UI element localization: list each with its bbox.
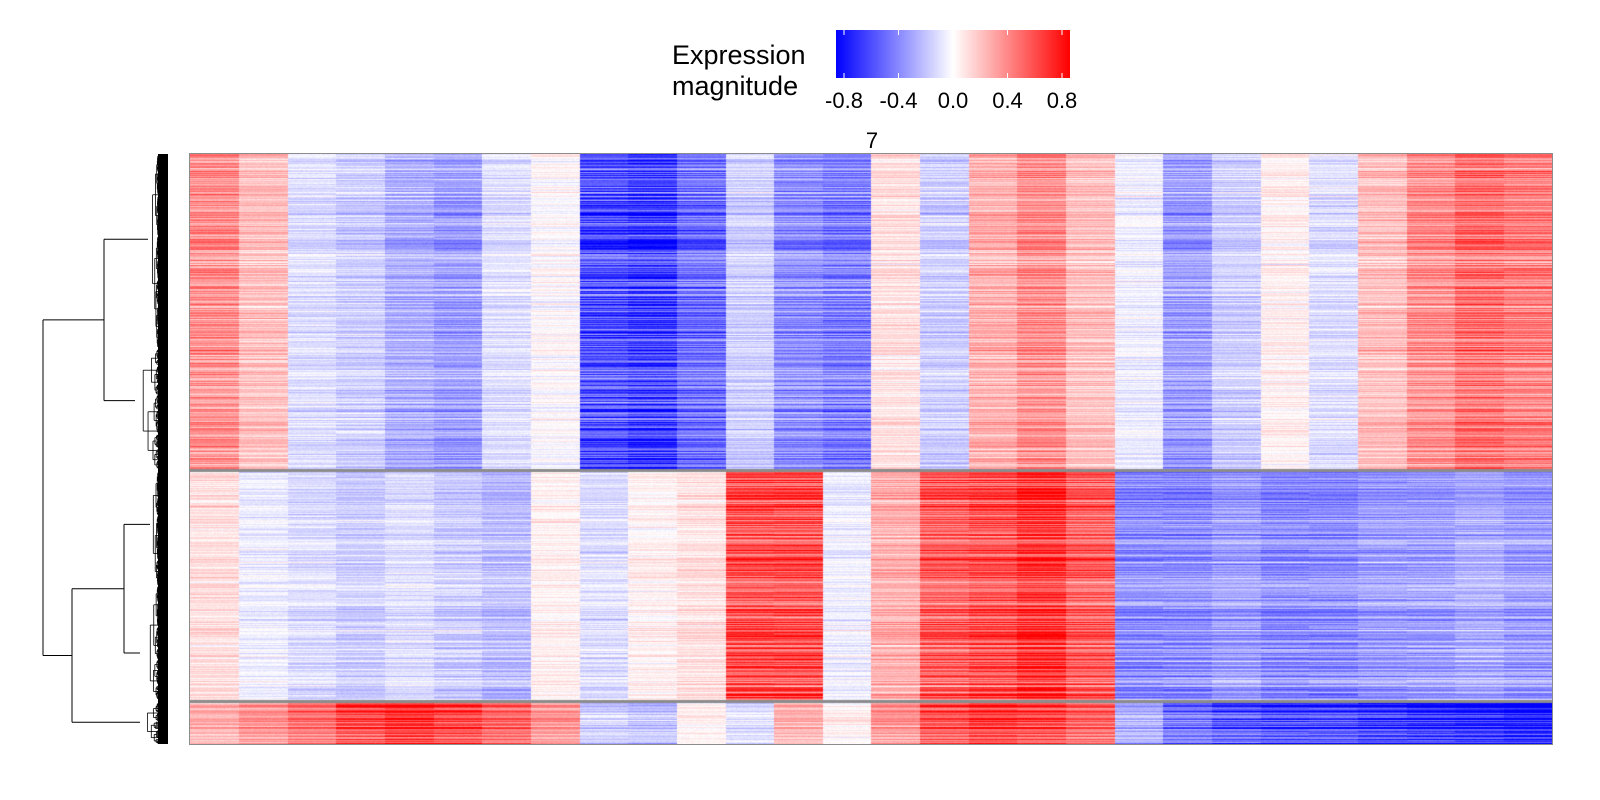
heatmap-title: 7 [865,128,879,153]
legend-tick-label: -0.4 [879,88,918,113]
legend-tick-label: -0.8 [825,88,863,113]
legend-title-line-1: Expression [672,40,806,70]
legend-title: Expression magnitude [672,40,806,102]
legend-tick-marks [843,30,1063,78]
dendrogram-leaves [158,154,168,744]
heatmap-cells [190,154,1552,744]
legend-tick-label: 0.0 [937,88,969,113]
legend-tick-label: 0.4 [992,88,1023,113]
legend-title-line-2: magnitude [672,71,799,101]
legend-tick-label: 0.8 [1046,88,1078,113]
legend-color-bar [836,30,1070,78]
row-dendrogram [42,154,168,744]
legend-tick-labels: -0.8 -0.4 0.0 0.4 0.8 [825,88,1077,118]
